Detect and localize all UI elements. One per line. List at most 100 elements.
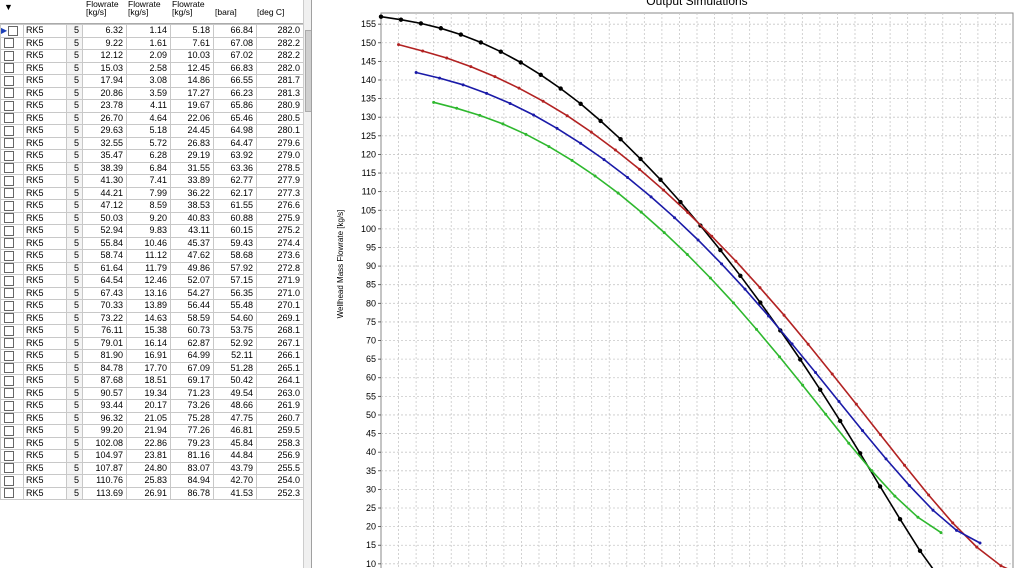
table-cell[interactable]: RK5 xyxy=(23,424,67,438)
table-cell[interactable]: 5 xyxy=(66,149,83,163)
table-row[interactable]: RK5 5 104.97 23.81 81.16 44.84 256.9 xyxy=(0,449,304,463)
table-cell[interactable]: 12.45 xyxy=(170,61,214,75)
table-cell[interactable]: 73.26 xyxy=(170,399,214,413)
row-checkbox[interactable] xyxy=(4,425,14,436)
table-cell[interactable]: RK5 xyxy=(23,399,67,413)
table-cell[interactable]: RK5 xyxy=(23,24,67,38)
table-cell[interactable]: 5 xyxy=(66,24,83,38)
table-cell[interactable]: 60.73 xyxy=(170,324,214,338)
table-row[interactable]: RK5 5 9.22 1.61 7.61 67.08 282.2 xyxy=(0,36,304,50)
table-cell[interactable]: 280.5 xyxy=(256,111,304,125)
table-cell[interactable]: 66.83 xyxy=(213,61,257,75)
table-cell[interactable]: 36.22 xyxy=(170,186,214,200)
row-checkbox-cell[interactable] xyxy=(0,361,24,375)
table-cell[interactable]: 1.14 xyxy=(126,24,171,38)
table-cell[interactable]: 52.07 xyxy=(170,274,214,288)
table-cell[interactable]: RK5 xyxy=(23,299,67,313)
table-cell[interactable]: 54.27 xyxy=(170,286,214,300)
row-checkbox-cell[interactable] xyxy=(0,324,24,338)
table-cell[interactable]: 2.58 xyxy=(126,61,171,75)
row-checkbox[interactable] xyxy=(4,475,14,486)
table-cell[interactable]: 5 xyxy=(66,36,83,50)
table-cell[interactable]: 282.0 xyxy=(256,61,304,75)
table-row[interactable]: RK5 5 107.87 24.80 83.07 43.79 255.5 xyxy=(0,461,304,475)
row-checkbox-cell[interactable] xyxy=(0,461,24,475)
table-cell[interactable]: 61.64 xyxy=(82,261,127,275)
table-cell[interactable]: 5.72 xyxy=(126,136,171,150)
row-checkbox[interactable] xyxy=(4,388,14,399)
table-cell[interactable]: 276.6 xyxy=(256,199,304,213)
table-cell[interactable]: RK5 xyxy=(23,286,67,300)
table-cell[interactable]: 5 xyxy=(66,436,83,450)
table-row[interactable]: RK5 5 90.57 19.34 71.23 49.54 263.0 xyxy=(0,386,304,400)
table-cell[interactable]: 21.94 xyxy=(126,424,171,438)
table-cell[interactable]: 57.15 xyxy=(213,274,257,288)
table-cell[interactable]: 19.34 xyxy=(126,386,171,400)
table-row[interactable]: RK5 5 20.86 3.59 17.27 66.23 281.3 xyxy=(0,86,304,100)
row-checkbox[interactable] xyxy=(4,375,14,386)
table-cell[interactable]: 77.26 xyxy=(170,424,214,438)
table-cell[interactable]: 49.54 xyxy=(213,386,257,400)
row-checkbox-cell[interactable] xyxy=(0,411,24,425)
table-cell[interactable]: 5 xyxy=(66,324,83,338)
table-cell[interactable]: 6.28 xyxy=(126,149,171,163)
table-cell[interactable]: 12.46 xyxy=(126,274,171,288)
table-cell[interactable]: 59.43 xyxy=(213,236,257,250)
table-row[interactable]: RK5 5 61.64 11.79 49.86 57.92 272.8 xyxy=(0,261,304,275)
table-cell[interactable]: 5 xyxy=(66,424,83,438)
table-cell[interactable]: 90.57 xyxy=(82,386,127,400)
row-checkbox-cell[interactable]: ▶ xyxy=(0,24,24,38)
table-cell[interactable]: 5 xyxy=(66,199,83,213)
table-row[interactable]: RK5 5 81.90 16.91 64.99 52.11 266.1 xyxy=(0,349,304,363)
table-cell[interactable]: 42.70 xyxy=(213,474,257,488)
table-cell[interactable]: 1.61 xyxy=(126,36,171,50)
table-cell[interactable]: 57.92 xyxy=(213,261,257,275)
row-checkbox[interactable] xyxy=(4,138,14,149)
table-cell[interactable]: 5 xyxy=(66,211,83,225)
table-cell[interactable]: 8.59 xyxy=(126,199,171,213)
table-cell[interactable]: RK5 xyxy=(23,449,67,463)
row-checkbox-cell[interactable] xyxy=(0,99,24,113)
table-cell[interactable]: RK5 xyxy=(23,311,67,325)
table-cell[interactable]: 14.86 xyxy=(170,74,214,88)
row-checkbox[interactable] xyxy=(4,463,14,474)
row-checkbox[interactable] xyxy=(4,213,14,224)
row-checkbox-cell[interactable] xyxy=(0,199,24,213)
table-cell[interactable]: 56.35 xyxy=(213,286,257,300)
row-checkbox[interactable] xyxy=(4,263,14,274)
row-checkbox[interactable] xyxy=(4,275,14,286)
row-checkbox[interactable] xyxy=(4,163,14,174)
table-cell[interactable]: 10.46 xyxy=(126,236,171,250)
table-cell[interactable]: 17.27 xyxy=(170,86,214,100)
table-cell[interactable]: 5 xyxy=(66,124,83,138)
table-cell[interactable]: 5 xyxy=(66,361,83,375)
table-cell[interactable]: 280.9 xyxy=(256,99,304,113)
table-row[interactable]: RK5 5 52.94 9.83 43.11 60.15 275.2 xyxy=(0,224,304,238)
table-cell[interactable]: 47.12 xyxy=(82,199,127,213)
table-cell[interactable]: 5.18 xyxy=(170,24,214,38)
row-checkbox-cell[interactable] xyxy=(0,124,24,138)
row-checkbox-cell[interactable] xyxy=(0,449,24,463)
table-cell[interactable]: RK5 xyxy=(23,199,67,213)
table-cell[interactable]: 96.32 xyxy=(82,411,127,425)
table-cell[interactable]: RK5 xyxy=(23,411,67,425)
table-cell[interactable]: 52.94 xyxy=(82,224,127,238)
table-cell[interactable]: 271.9 xyxy=(256,274,304,288)
row-checkbox[interactable] xyxy=(4,100,14,111)
table-row[interactable]: RK5 5 93.44 20.17 73.26 48.66 261.9 xyxy=(0,399,304,413)
table-cell[interactable]: 87.68 xyxy=(82,374,127,388)
table-cell[interactable]: 17.94 xyxy=(82,74,127,88)
row-checkbox-cell[interactable] xyxy=(0,399,24,413)
table-cell[interactable]: RK5 xyxy=(23,186,67,200)
table-cell[interactable]: 29.19 xyxy=(170,149,214,163)
table-cell[interactable]: 41.30 xyxy=(82,174,127,188)
table-cell[interactable]: 20.86 xyxy=(82,86,127,100)
table-cell[interactable]: 12.12 xyxy=(82,49,127,63)
header-gas-flowrate[interactable]: Flowrate [kg/s] xyxy=(128,0,161,17)
header-pressure[interactable]: [bara] xyxy=(215,7,237,17)
table-cell[interactable]: 64.99 xyxy=(170,349,214,363)
table-cell[interactable]: 44.21 xyxy=(82,186,127,200)
header-oil-flowrate[interactable]: Flowrate [kg/s] xyxy=(86,0,119,17)
table-cell[interactable]: 255.5 xyxy=(256,461,304,475)
table-cell[interactable]: 267.1 xyxy=(256,336,304,350)
